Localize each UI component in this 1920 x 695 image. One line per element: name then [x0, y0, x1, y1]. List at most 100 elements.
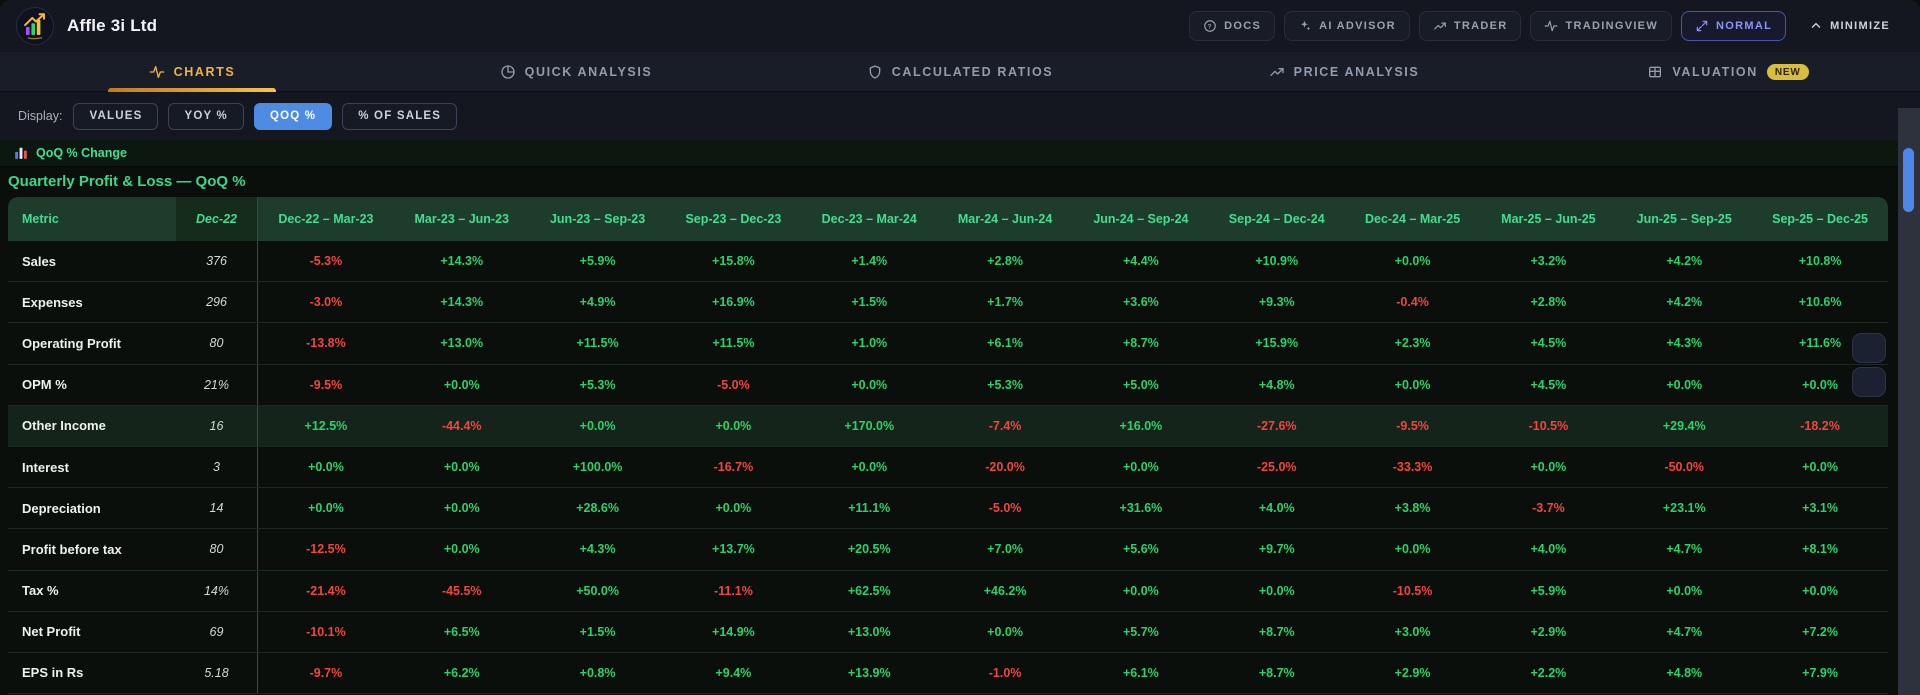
- table-row-depreciation[interactable]: Depreciation 14 +0.0% +0.0% +28.6% +0.0% +11.1…: [8, 488, 1888, 530]
- nav-button-ai-advisor[interactable]: AI ADVISOR: [1284, 11, 1410, 41]
- qoq-value: +0.0%: [443, 501, 480, 516]
- tab-quick-analysis[interactable]: QUICK ANALYSIS: [384, 52, 768, 91]
- qoq-value: +11.5%: [712, 336, 755, 351]
- qoq-value: -12.5%: [306, 542, 346, 557]
- nav-button-tradingview[interactable]: TRADINGVIEW: [1530, 11, 1673, 41]
- tab-valuation[interactable]: VALUATION NEW: [1536, 52, 1920, 91]
- qoq-value: +2.8%: [1530, 295, 1567, 310]
- table-row-tax[interactable]: Tax % 14% -21.4% -45.5% +50.0% -11.1% +62.5% +4…: [8, 570, 1888, 612]
- qoq-value: +15.8%: [712, 254, 755, 269]
- display-option-qoq[interactable]: QOQ %: [253, 102, 333, 130]
- qoq-value: +0.0%: [1394, 254, 1431, 269]
- qoq-value: +4.0%: [1258, 501, 1295, 516]
- top-nav: ? DOCS AI ADVISOR TRADER TRADINGVIEW NORMAL MI…: [1189, 11, 1904, 41]
- qoq-value: +10.9%: [1255, 254, 1299, 269]
- table-row-net-profit[interactable]: Net Profit 69 -10.1% +6.5% +1.5% +14.9% +13.0%…: [8, 611, 1888, 653]
- nav-button-minimize[interactable]: MINIMIZE: [1795, 11, 1904, 41]
- qoq-value: +16.0%: [1119, 418, 1163, 433]
- qoq-value: -27.6%: [1256, 418, 1297, 433]
- chart-banner: QoQ % Change: [0, 140, 1920, 167]
- base-value: 69: [176, 611, 258, 652]
- tab-label: CALCULATED RATIOS: [891, 64, 1054, 79]
- qoq-value: +16.9%: [712, 295, 755, 310]
- section-title: Quarterly Profit & Loss — QoQ %: [8, 172, 246, 190]
- qoq-value: -5.0%: [717, 377, 750, 392]
- display-label: Display:: [18, 109, 63, 123]
- nav-button-normal[interactable]: NORMAL: [1681, 11, 1787, 41]
- scrollbar-thumb[interactable]: [1903, 148, 1914, 212]
- active-tab-underline: [108, 88, 276, 92]
- qoq-value: +14.3%: [440, 295, 484, 310]
- qoq-value: -9.5%: [1396, 418, 1429, 433]
- qoq-value: +29.4%: [1662, 418, 1706, 433]
- metric-name: Depreciation: [22, 500, 101, 516]
- top-bar: Affle 3i Ltd ? DOCS AI ADVISOR TRADER TRADIN…: [0, 0, 1920, 52]
- qoq-value: -45.5%: [441, 583, 482, 598]
- qoq-value: +6.2%: [443, 665, 480, 680]
- floating-control-bottom[interactable]: [1852, 367, 1886, 397]
- qoq-value: +3.8%: [1394, 501, 1431, 516]
- pie-icon: [500, 64, 515, 79]
- qoq-value: +9.7%: [1258, 542, 1295, 557]
- qoq-value: +0.0%: [1258, 583, 1295, 598]
- base-value: 5.18: [176, 652, 258, 694]
- qoq-value: +0.0%: [715, 418, 752, 433]
- qoq-value: +4.2%: [1666, 295, 1703, 310]
- qoq-value: +3.2%: [1530, 254, 1567, 269]
- qoq-value: +3.6%: [1123, 295, 1159, 310]
- table-row-sales[interactable]: Sales 376 -5.3% +14.3% +5.9% +15.8% +1.4% +2.8%…: [8, 241, 1888, 283]
- qoq-value: -10.1%: [306, 624, 346, 639]
- display-option-of-sales[interactable]: % OF SALES: [342, 102, 458, 130]
- table-body: Sales 376 -5.3% +14.3% +5.9% +15.8% +1.4% +2.8%…: [8, 241, 1888, 695]
- qoq-value: +13.7%: [712, 542, 755, 557]
- qoq-value: +20.5%: [847, 542, 891, 557]
- base-value: 376: [176, 241, 258, 282]
- nav-button-docs[interactable]: ? DOCS: [1189, 11, 1276, 41]
- table-row-interest[interactable]: Interest 3 +0.0% +0.0% +100.0% -16.7% +0.0% -20…: [8, 446, 1888, 489]
- table-row-eps-in-rs[interactable]: EPS in Rs 5.18 -9.7% +6.2% +0.8% +9.4% +13.9% -…: [8, 652, 1888, 695]
- table-row-expenses[interactable]: Expenses 296 -3.0% +14.3% +4.9% +16.9% +1.5% +1…: [8, 282, 1888, 324]
- shield-icon: [869, 64, 881, 79]
- qoq-value: -16.7%: [713, 460, 754, 475]
- scrollbar-track[interactable]: [1898, 108, 1920, 695]
- qoq-value: +2.3%: [1394, 336, 1431, 351]
- qoq-value: +31.6%: [1119, 501, 1163, 516]
- display-option-values[interactable]: VALUES: [73, 102, 159, 130]
- metric-name: Profit before tax: [22, 541, 122, 557]
- display-option-yoy[interactable]: YOY %: [168, 102, 244, 130]
- tab-label: PRICE ANALYSIS: [1293, 64, 1420, 79]
- qoq-value: -10.5%: [1528, 418, 1569, 433]
- floating-control-top[interactable]: [1852, 333, 1886, 363]
- tab-charts[interactable]: CHARTS: [0, 52, 384, 92]
- column-header-period: Jun-24 – Sep-24: [1093, 212, 1189, 226]
- tab-price-analysis[interactable]: PRICE ANALYSIS: [1152, 52, 1536, 91]
- trend-up-icon: [1434, 22, 1446, 30]
- qoq-value: +4.9%: [579, 295, 616, 310]
- qoq-value: +5.3%: [987, 377, 1023, 392]
- qoq-value: +4.0%: [1530, 542, 1567, 557]
- qoq-value: +4.8%: [1666, 665, 1703, 680]
- base-value: 296: [176, 282, 258, 323]
- qoq-value: +10.6%: [1798, 295, 1842, 310]
- qoq-value: -13.8%: [306, 336, 346, 351]
- nav-button-trader[interactable]: TRADER: [1418, 11, 1522, 41]
- metric-name: Net Profit: [22, 624, 81, 640]
- column-header-period: Sep-24 – Dec-24: [1228, 212, 1325, 226]
- qoq-value: +12.5%: [304, 418, 348, 433]
- qoq-value: +23.1%: [1662, 501, 1706, 516]
- qoq-value: -3.7%: [1532, 501, 1565, 516]
- qoq-value: +8.7%: [1258, 624, 1295, 639]
- qoq-value: -33.3%: [1392, 460, 1433, 475]
- metric-name: Other Income: [22, 418, 106, 434]
- qoq-value: -50.0%: [1664, 460, 1705, 475]
- table-row-other-income[interactable]: Other Income 16 +12.5% -44.4% +0.0% +0.0% +170…: [8, 405, 1888, 447]
- chevron-up-icon: [1811, 22, 1821, 28]
- qoq-value: +0.0%: [851, 460, 888, 475]
- table-row-operating-profit[interactable]: Operating Profit 80 -13.8% +13.0% +11.5% +11.…: [8, 323, 1888, 365]
- brand: Affle 3i Ltd: [16, 7, 157, 45]
- qoq-value: +1.0%: [851, 336, 888, 351]
- tab-calculated-ratios[interactable]: CALCULATED RATIOS: [768, 52, 1152, 91]
- table-row-opm[interactable]: OPM % 21% -9.5% +0.0% +5.3% -5.0% +0.0% +5.3% +5…: [8, 364, 1888, 406]
- qoq-value: -11.1%: [713, 583, 753, 598]
- table-row-profit-before-tax[interactable]: Profit before tax 80 -12.5% +0.0% +4.3% +13.7…: [8, 529, 1888, 571]
